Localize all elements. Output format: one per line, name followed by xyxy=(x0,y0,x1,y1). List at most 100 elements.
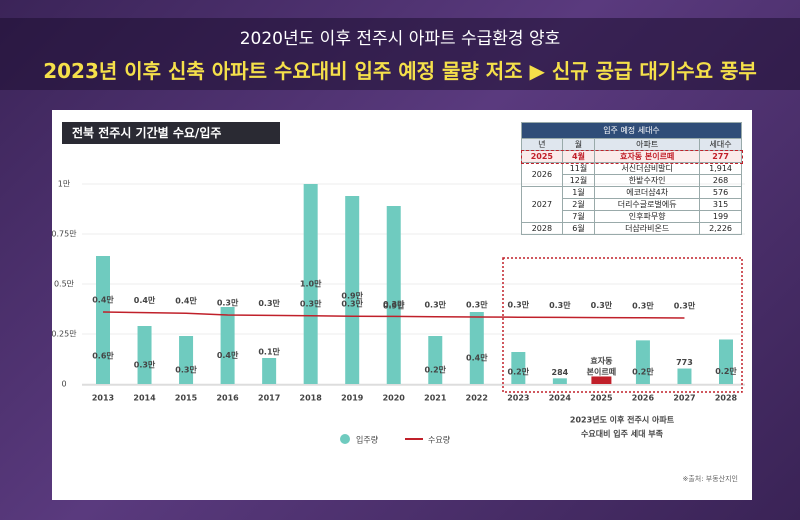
x-tick-label: 2026 xyxy=(632,394,655,403)
bar xyxy=(179,336,194,384)
table-cell: 1,914 xyxy=(699,162,742,175)
table-cell: 에코더샵4차 xyxy=(594,186,701,199)
x-tick-label: 2027 xyxy=(673,394,695,403)
x-tick-label: 2016 xyxy=(216,394,239,403)
table-row: 2028 6월 더샵라비온드 2,226 xyxy=(521,222,742,235)
x-tick-label: 2028 xyxy=(715,394,738,403)
table-cell: 576 xyxy=(699,186,742,199)
table-cell: 315 xyxy=(699,198,742,211)
table-cell: 277 xyxy=(699,150,742,163)
bar-label: 0.9만 xyxy=(383,301,405,311)
line-label: 0.3만 xyxy=(217,298,239,308)
bar xyxy=(719,339,733,384)
bar-label: 1.0만 xyxy=(300,279,322,289)
legend-label: 입주량 xyxy=(356,435,379,445)
header-line: 2020년도 이후 전주시 아파트 수급환경 양호 xyxy=(239,29,561,49)
bar xyxy=(511,352,526,384)
bar xyxy=(677,368,692,384)
x-tick-label: 2014 xyxy=(133,394,156,403)
table-row: 입주 예정 세대수 xyxy=(521,122,742,139)
bar-label: 0.4만 xyxy=(217,350,239,360)
bar-label: 0.2만 xyxy=(424,365,446,375)
x-tick-label: 2020 xyxy=(383,394,406,403)
table-cell: 6월 xyxy=(561,222,596,235)
bar xyxy=(262,358,277,384)
table-cell: 2027 xyxy=(521,186,563,223)
bar xyxy=(428,336,443,384)
bar-label: 0.4만 xyxy=(466,353,488,363)
table-cell: 아파트 xyxy=(594,138,701,151)
line-label: 0.3만 xyxy=(424,299,446,309)
source: ※출처: 부동산지인 xyxy=(682,475,738,483)
table-cell: 268 xyxy=(699,174,742,187)
x-tick-label: 2022 xyxy=(466,394,488,403)
table-cell: 인후파무향 xyxy=(594,210,701,223)
bar xyxy=(137,326,152,384)
bar-label: 0.2만 xyxy=(632,367,654,377)
table-cell: 12월 xyxy=(561,174,596,187)
line-label: 0.4만 xyxy=(92,295,114,305)
table-row: 년 월 아파트 세대수 xyxy=(521,138,742,151)
table-cell: 년 xyxy=(521,138,563,151)
line-label: 0.3만 xyxy=(466,300,488,310)
chart-title: 전북 전주시 기간별 수요/입주 xyxy=(62,122,280,144)
x-tick-label: 2024 xyxy=(549,394,572,403)
legend-label: 수요량 xyxy=(428,435,451,445)
table-cell: 월 xyxy=(561,138,596,151)
y-tick-label: 1만 xyxy=(58,180,71,189)
line-label: 0.3만 xyxy=(300,298,322,308)
table-cell: 2026 xyxy=(521,162,563,187)
table-cell: 한밭수자인 xyxy=(594,174,701,187)
line-label: 0.3만 xyxy=(341,299,363,309)
bar xyxy=(220,307,235,384)
table-cell: 2028 xyxy=(521,222,563,235)
line-label: 0.4만 xyxy=(134,295,156,305)
x-tick-label: 2021 xyxy=(424,394,447,403)
bar-label: 0.9만 xyxy=(341,291,363,301)
bar-label: 0.3만 xyxy=(175,365,197,375)
line-label: 0.3만 xyxy=(258,298,280,308)
bar-label: 0.3만 xyxy=(134,360,156,370)
legend-swatch xyxy=(340,434,350,444)
line-label: 0.3만 xyxy=(591,300,613,310)
table-cell: 11월 xyxy=(561,162,596,175)
bar xyxy=(635,340,650,384)
bar-label: 효자동 본이르떼 xyxy=(587,355,616,376)
table-row: 2025 4월 효자동 본이르떼 277 xyxy=(520,149,743,164)
header: 2020년도 이후 전주시 아파트 수급환경 양호 2023년 이후 신축 아파… xyxy=(0,18,800,90)
line-label: 0.3만 xyxy=(383,299,405,309)
table-cell: 서신더샵비발디 xyxy=(594,162,701,175)
y-tick-label: 0.5만 xyxy=(54,280,75,289)
bar-label: 0.2만 xyxy=(715,366,737,376)
bar xyxy=(303,184,318,384)
annotation: 2023년도 이후 전주시 아파트 xyxy=(570,415,675,425)
table-cell: 2,226 xyxy=(699,222,742,235)
table-row: 2월 더리수글로벌에듀 315 xyxy=(522,198,742,211)
table-cell: 1월 xyxy=(561,186,596,199)
bar xyxy=(591,376,612,384)
line-label: 0.3만 xyxy=(674,301,696,311)
table-cell: 더샵라비온드 xyxy=(594,222,701,235)
x-tick-label: 2023 xyxy=(507,394,529,403)
bar xyxy=(552,378,567,384)
y-tick-label: 0.25만 xyxy=(51,330,77,339)
schedule-table: 입주 예정 세대수 년 월 아파트 세대수 2025 4월 효자동 본이르떼 277 2026 11… xyxy=(520,122,743,235)
bar-label: 773 xyxy=(676,358,693,367)
table-cell: 2월 xyxy=(561,198,596,211)
header-headline: 2023년 이후 신축 아파트 수요대비 입주 예정 물량 저조 ▶ 신규 공급… xyxy=(43,59,757,83)
line-label: 0.3만 xyxy=(508,300,530,310)
table-cell: 더리수글로벌에듀 xyxy=(594,198,701,211)
table-cell: 4월 xyxy=(561,150,596,163)
bar-label: 0.1만 xyxy=(258,347,280,357)
line-label: 0.4만 xyxy=(175,296,197,306)
demand-line xyxy=(102,311,685,319)
table-cell: 입주 예정 세대수 xyxy=(521,122,742,139)
x-tick-label: 2018 xyxy=(300,394,323,403)
bar-label: 0.6만 xyxy=(92,351,114,361)
bar xyxy=(386,206,401,384)
table-cell: 199 xyxy=(699,210,742,223)
x-tick-label: 2025 xyxy=(590,394,613,403)
table-cell: 7월 xyxy=(561,210,596,223)
